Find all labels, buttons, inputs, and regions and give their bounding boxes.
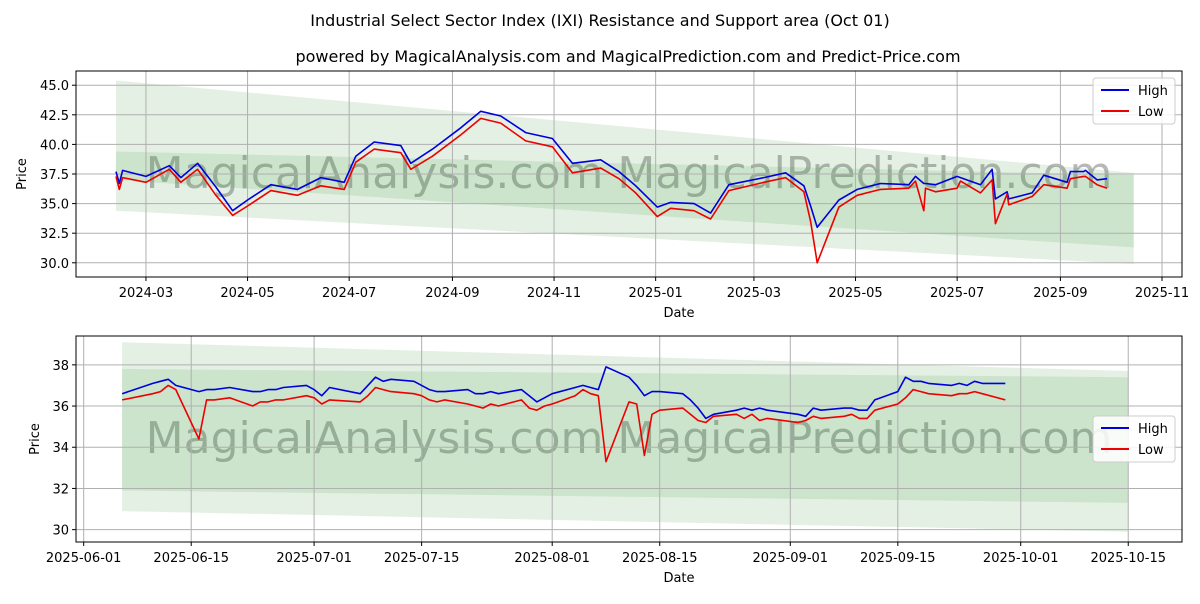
y-tick-label: 30.0 <box>40 257 69 272</box>
y-tick-label: 32 <box>52 482 69 497</box>
band-outer <box>115 80 1134 264</box>
legend-label-low: Low <box>1138 443 1164 458</box>
y-tick-label: 38 <box>52 359 69 374</box>
x-tick-label: 2025-07-15 <box>384 551 460 566</box>
legend: High Low <box>1092 77 1176 125</box>
y-tick-label: 30 <box>52 524 69 539</box>
x-tick-label: 2024-03 <box>119 286 173 301</box>
y-tick-label: 42.5 <box>40 109 69 124</box>
bottom-panel: MagicalAnalysis.com MagicalPrediction.co… <box>28 335 1183 586</box>
x-tick-label: 2025-03 <box>727 286 781 301</box>
x-tick-label: 2024-05 <box>220 286 274 301</box>
x-tick-label: 2025-01 <box>628 286 682 301</box>
x-tick-label: 2024-09 <box>425 286 479 301</box>
x-tick-label: 2025-07-01 <box>276 551 352 566</box>
x-tick-label: 2025-10-01 <box>983 551 1059 566</box>
band-inner <box>122 368 1129 503</box>
series-line-high <box>121 366 1006 420</box>
x-tick-label: 2025-11 <box>1135 286 1189 301</box>
series-line-low <box>115 117 1108 264</box>
x-tick-label: 2025-09-01 <box>753 551 829 566</box>
chart-title: Industrial Select Sector Index (IXI) Res… <box>310 11 889 30</box>
y-axis-label: Price <box>28 423 43 455</box>
x-tick-label: 2025-09 <box>1033 286 1087 301</box>
y-tick-label: 34 <box>52 441 69 456</box>
series-line-high <box>115 110 1108 229</box>
y-tick-label: 37.5 <box>40 168 69 183</box>
x-tick-label: 2025-08-01 <box>514 551 590 566</box>
series-line-low <box>121 384 1006 463</box>
x-tick-label: 2025-09-15 <box>860 551 936 566</box>
x-tick-label: 2024-11 <box>527 286 581 301</box>
x-tick-label: 2025-08-15 <box>622 551 698 566</box>
y-tick-label: 40.0 <box>40 138 69 153</box>
x-axis-label: Date <box>663 571 694 586</box>
x-tick-label: 2025-07 <box>930 286 984 301</box>
x-tick-label: 2025-05 <box>828 286 882 301</box>
y-axis-label: Price <box>15 158 30 190</box>
band-inner <box>115 151 1134 248</box>
x-tick-label: 2025-06-15 <box>153 551 229 566</box>
y-tick-label: 35.0 <box>40 198 69 213</box>
legend-label-high: High <box>1138 422 1168 437</box>
top-panel: MagicalAnalysis.com MagicalPrediction.co… <box>15 70 1189 321</box>
chart-subtitle: powered by MagicalAnalysis.com and Magic… <box>295 47 960 66</box>
y-tick-label: 32.5 <box>40 227 69 242</box>
x-tick-label: 2024-07 <box>322 286 376 301</box>
x-tick-label: 2025-10-15 <box>1090 551 1166 566</box>
plot-frame <box>75 335 1183 543</box>
legend: High Low <box>1092 415 1176 463</box>
x-tick-label: 2025-06-01 <box>46 551 122 566</box>
watermark-text: MagicalAnalysis.com MagicalPrediction.co… <box>146 413 1113 464</box>
x-axis-label: Date <box>663 306 694 321</box>
legend-label-low: Low <box>1138 105 1164 120</box>
legend-label-high: High <box>1138 84 1168 99</box>
y-tick-label: 36 <box>52 400 69 415</box>
y-tick-label: 45.0 <box>40 79 69 94</box>
